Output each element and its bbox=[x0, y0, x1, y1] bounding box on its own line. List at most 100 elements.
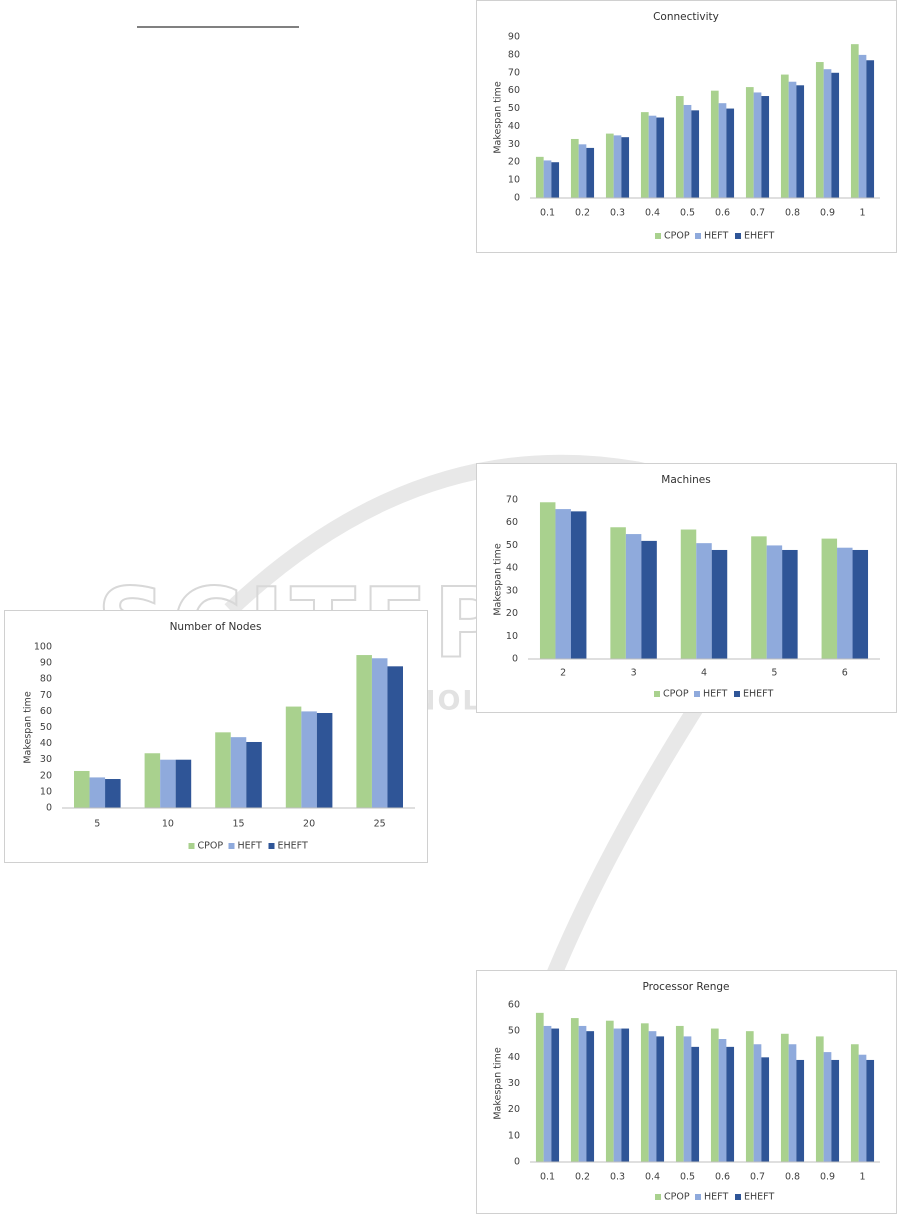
bar bbox=[371, 658, 388, 808]
y-tick-label: 90 bbox=[508, 32, 520, 43]
x-tick-label: 0.7 bbox=[750, 1172, 765, 1183]
bar bbox=[745, 1031, 754, 1162]
bar bbox=[570, 511, 587, 659]
bar bbox=[850, 44, 859, 199]
x-tick-label: 4 bbox=[701, 668, 707, 679]
bar bbox=[858, 54, 867, 199]
bar bbox=[726, 1046, 735, 1162]
y-tick-label: 20 bbox=[506, 608, 518, 619]
y-tick-label: 20 bbox=[508, 157, 520, 168]
legend-label: HEFT bbox=[238, 841, 262, 852]
x-tick-label: 6 bbox=[842, 668, 848, 679]
bar bbox=[815, 62, 824, 198]
bar bbox=[175, 759, 192, 808]
legend-swatch bbox=[695, 1194, 701, 1200]
bar bbox=[780, 1033, 789, 1162]
legend-label: EHEFT bbox=[278, 841, 308, 852]
y-tick-label: 90 bbox=[40, 658, 52, 669]
bar bbox=[640, 1023, 649, 1162]
bar bbox=[675, 1025, 684, 1162]
x-tick-label: 0.6 bbox=[715, 208, 730, 219]
x-tick-label: 25 bbox=[374, 819, 386, 830]
y-tick-label: 30 bbox=[506, 585, 518, 596]
legend-label: HEFT bbox=[703, 689, 727, 700]
bar bbox=[578, 1025, 587, 1162]
y-tick-label: 10 bbox=[40, 786, 52, 797]
legend-swatch bbox=[268, 843, 275, 849]
x-tick-label: 1 bbox=[859, 208, 865, 219]
bar bbox=[683, 104, 692, 198]
bar bbox=[745, 87, 754, 198]
bar bbox=[613, 1028, 622, 1162]
bar bbox=[105, 779, 121, 808]
bar bbox=[796, 1059, 805, 1162]
x-tick-label: 0.5 bbox=[680, 1172, 695, 1183]
bar bbox=[753, 1044, 762, 1162]
bar bbox=[605, 1020, 614, 1162]
bar bbox=[555, 509, 571, 659]
bar bbox=[831, 1059, 840, 1162]
x-tick-label: 0.7 bbox=[750, 208, 765, 219]
bar bbox=[301, 711, 317, 808]
y-tick-label: 20 bbox=[40, 770, 52, 781]
bar bbox=[621, 137, 630, 198]
x-tick-label: 0.4 bbox=[645, 208, 660, 219]
y-tick-label: 60 bbox=[508, 85, 520, 96]
y-tick-label: 10 bbox=[508, 175, 520, 186]
bar bbox=[74, 770, 90, 808]
y-tick-label: 0 bbox=[512, 654, 518, 665]
chart-title: Processor Renge bbox=[643, 981, 730, 993]
bar bbox=[285, 706, 302, 808]
bar bbox=[656, 1036, 665, 1162]
y-tick-label: 50 bbox=[40, 722, 52, 733]
bar bbox=[691, 1046, 700, 1162]
bar bbox=[144, 753, 161, 808]
y-tick-label: 50 bbox=[508, 103, 520, 114]
x-tick-label: 0.9 bbox=[820, 208, 835, 219]
bar bbox=[683, 1036, 692, 1162]
bar bbox=[753, 92, 762, 198]
legend-label: CPOP bbox=[664, 1192, 690, 1203]
legend-label: EHEFT bbox=[744, 231, 774, 242]
bar bbox=[160, 759, 176, 808]
legend-label: HEFT bbox=[704, 1192, 728, 1203]
x-tick-label: 20 bbox=[303, 819, 315, 830]
bar bbox=[761, 96, 770, 198]
bar bbox=[718, 1039, 727, 1162]
legend-swatch bbox=[655, 233, 661, 239]
bar bbox=[711, 549, 728, 659]
bar bbox=[850, 1044, 859, 1162]
legend-swatch bbox=[228, 843, 235, 849]
bar bbox=[625, 534, 642, 659]
legend-swatch bbox=[694, 691, 700, 697]
bar bbox=[570, 1018, 579, 1162]
y-tick-label: 40 bbox=[506, 563, 518, 574]
bar bbox=[823, 69, 832, 198]
y-tick-label: 70 bbox=[506, 495, 518, 506]
bar bbox=[230, 737, 247, 808]
bar bbox=[316, 713, 333, 808]
legend-swatch bbox=[655, 1194, 661, 1200]
x-tick-label: 2 bbox=[560, 668, 566, 679]
bar bbox=[387, 666, 403, 808]
bar bbox=[551, 1028, 560, 1162]
y-tick-label: 80 bbox=[508, 49, 520, 60]
bar bbox=[610, 527, 626, 659]
y-axis-label: Makespan time bbox=[493, 81, 504, 153]
bar bbox=[866, 1059, 875, 1162]
legend-label: EHEFT bbox=[743, 689, 773, 700]
x-tick-label: 5 bbox=[94, 819, 100, 830]
y-tick-label: 60 bbox=[506, 517, 518, 528]
bar bbox=[780, 74, 789, 198]
bar bbox=[866, 60, 875, 198]
bar bbox=[535, 156, 544, 198]
legend-label: EHEFT bbox=[744, 1192, 774, 1203]
x-tick-label: 0.1 bbox=[540, 208, 555, 219]
bar bbox=[246, 741, 262, 808]
y-axis-label: Makespan time bbox=[493, 543, 504, 615]
bar bbox=[788, 81, 797, 198]
bar bbox=[751, 536, 767, 659]
x-tick-label: 0.3 bbox=[610, 208, 625, 219]
bar bbox=[718, 103, 727, 198]
bar bbox=[89, 777, 106, 808]
